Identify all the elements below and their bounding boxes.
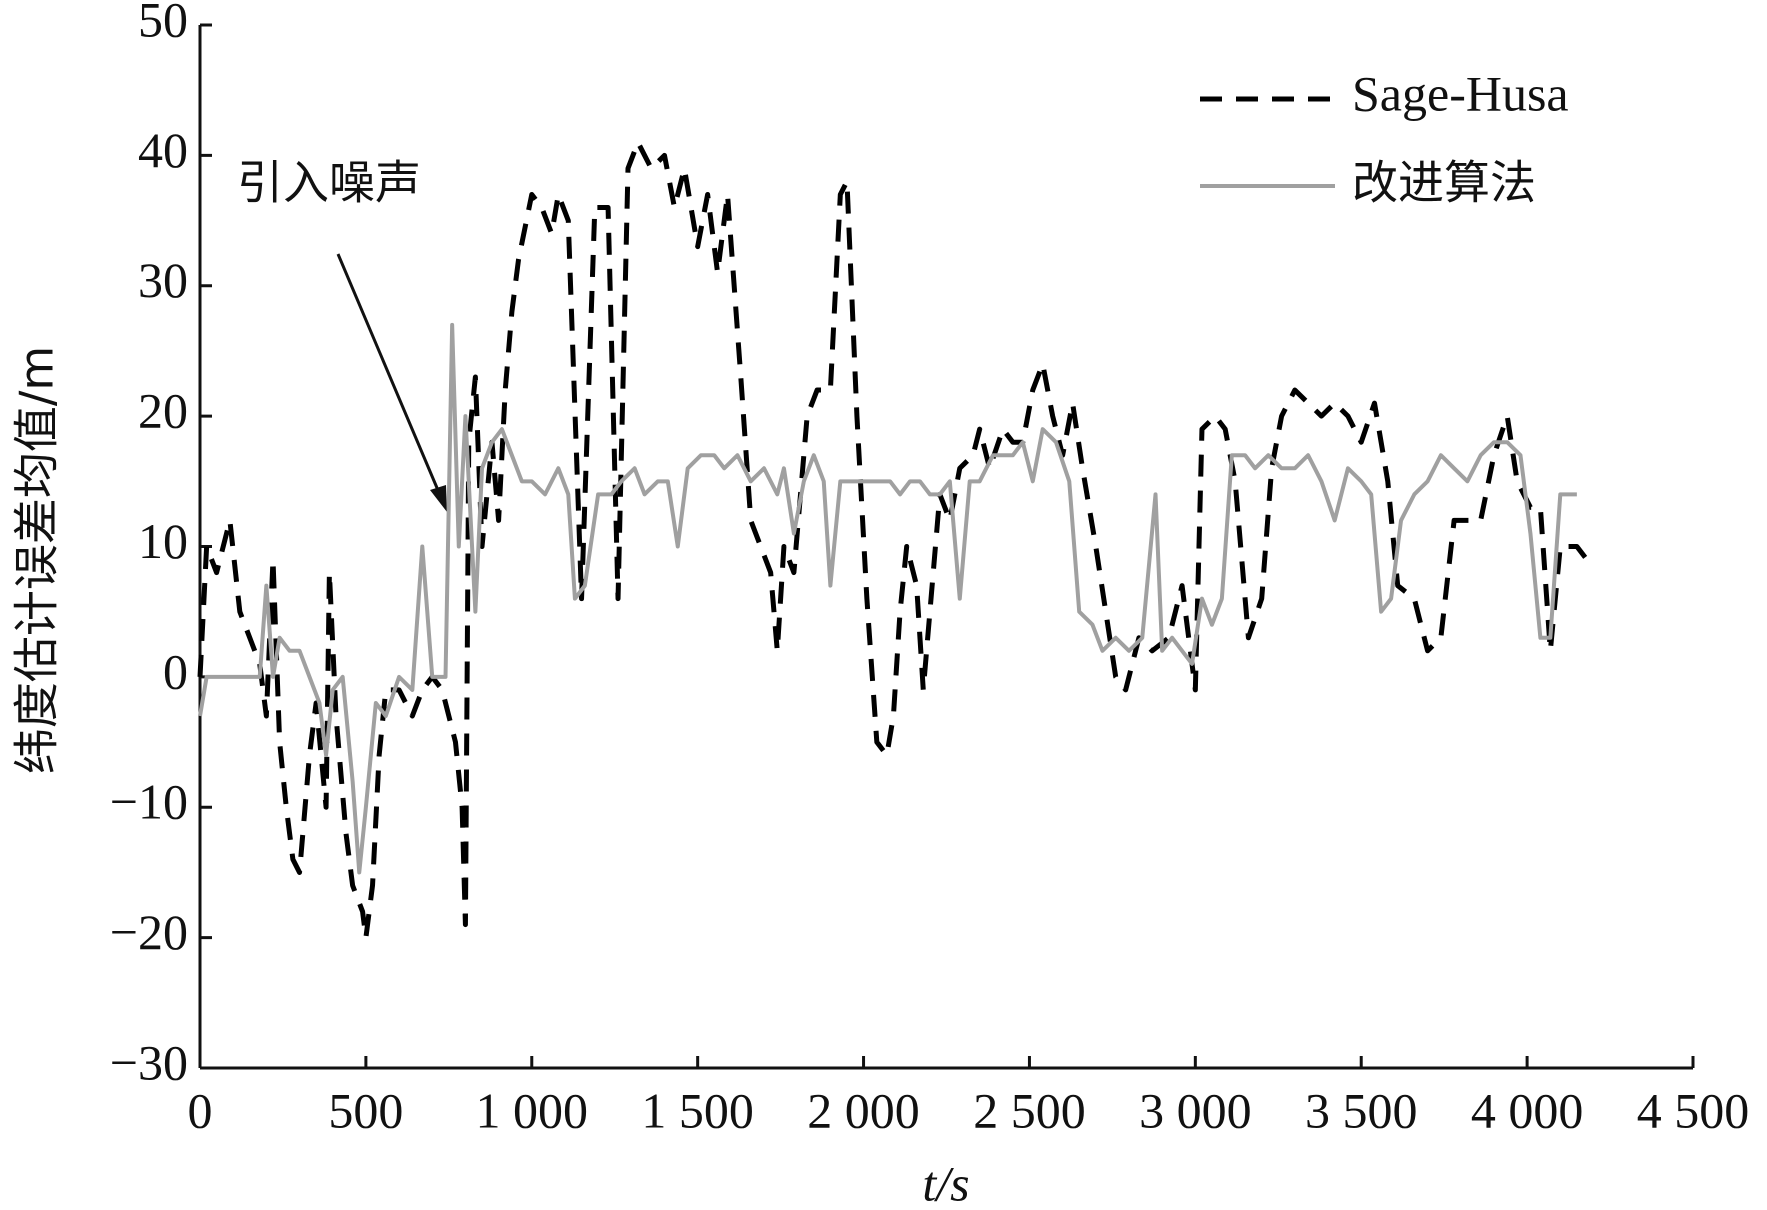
- x-tick-label: 0: [188, 1082, 213, 1138]
- x-tick-label: 4 000: [1471, 1082, 1584, 1138]
- y-tick-label: 50: [138, 0, 188, 47]
- annotation: 引入噪声: [237, 156, 421, 210]
- x-tick-label: 2 000: [807, 1082, 920, 1138]
- x-tick-label: 4 500: [1637, 1082, 1750, 1138]
- x-tick-label: 1 000: [476, 1082, 589, 1138]
- x-tick-label: 1 500: [641, 1082, 754, 1138]
- x-tick-label: 500: [328, 1082, 403, 1138]
- x-axis-label: t/s: [922, 1155, 969, 1210]
- x-tick-label: 3 500: [1305, 1082, 1418, 1138]
- x-tick-label: 3 000: [1139, 1082, 1252, 1138]
- data-line: [197, 139, 1589, 941]
- legend-label: 改进算法: [1352, 156, 1536, 210]
- y-tick-label: 20: [138, 383, 188, 439]
- y-tick-label: −20: [110, 904, 188, 960]
- y-tick-label: 0: [163, 643, 188, 699]
- arrow-head: [430, 485, 447, 512]
- y-tick-label: 40: [138, 122, 188, 178]
- y-tick-label: −30: [110, 1034, 188, 1090]
- y-axis-label: 纬度估计误差均值/m: [10, 346, 64, 774]
- x-tick-label: 2 500: [973, 1082, 1086, 1138]
- annotation-arrow: [336, 253, 442, 496]
- y-tick-label: 10: [138, 513, 188, 569]
- data-line: [198, 322, 1577, 875]
- legend-label: Sage-Husa: [1352, 65, 1569, 121]
- y-tick-label: 30: [138, 252, 188, 308]
- y-tick-label: −10: [110, 774, 188, 830]
